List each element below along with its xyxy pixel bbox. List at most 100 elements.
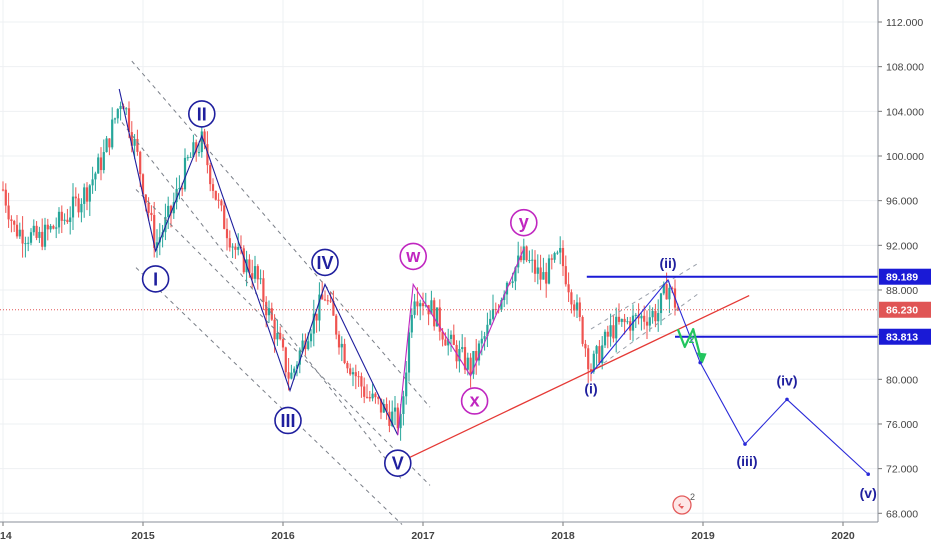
candle-body: [533, 259, 537, 274]
projection-label: (i): [584, 381, 597, 397]
candle-body: [553, 253, 556, 260]
candle-body: [617, 316, 621, 322]
candle-body: [377, 397, 380, 399]
candle-body: [550, 258, 553, 260]
candle-body: [396, 407, 399, 429]
candle-body: [85, 187, 89, 202]
candle-body: [603, 331, 607, 346]
candle-body: [357, 376, 360, 378]
candle-body: [480, 338, 483, 344]
candle-body: [24, 243, 27, 245]
candle-body: [242, 248, 245, 273]
candle-body: [91, 179, 94, 186]
candle-body: [181, 188, 184, 190]
candle-body: [248, 259, 251, 274]
candle-body: [279, 332, 282, 340]
candle-body: [27, 242, 30, 244]
wave-circle: [399, 242, 428, 271]
candle-body: [119, 105, 122, 110]
price-tag-text: 86.230: [886, 305, 918, 317]
event-badge-icon: [672, 495, 692, 515]
candle-body: [186, 157, 189, 159]
wave-label-w: w: [405, 246, 421, 266]
candle-body: [640, 315, 643, 319]
candle-body: [287, 372, 290, 379]
candle-body: [32, 225, 35, 233]
candle-body: [329, 300, 332, 302]
candle-body: [223, 205, 226, 229]
candle-body: [472, 351, 475, 375]
y-tick-label: 100.000: [886, 151, 924, 163]
candle-body: [466, 357, 469, 370]
candle-body: [587, 348, 590, 370]
price-tag-text: 83.813: [886, 332, 918, 344]
candle-body: [323, 299, 327, 301]
small-channel-line: [590, 291, 701, 374]
candle-body: [354, 372, 357, 377]
wave-circle: [383, 449, 412, 477]
candle-body: [461, 347, 464, 350]
candle-body: [60, 211, 63, 221]
candle-body: [601, 345, 604, 364]
candle-body: [265, 301, 268, 316]
candle-body: [452, 334, 455, 345]
candle-body: [648, 317, 651, 326]
candle-body: [351, 372, 355, 375]
candle-body: [88, 185, 91, 202]
y-tick-label: 112.000: [886, 17, 923, 29]
candle-body: [424, 305, 427, 307]
candle-body: [547, 258, 551, 284]
candle-body: [651, 311, 654, 318]
candle-body: [41, 231, 44, 247]
candle-body: [606, 331, 609, 337]
grid: [0, 0, 878, 522]
candle-body: [10, 219, 13, 221]
projection-label: (iv): [777, 372, 798, 388]
candle-body: [80, 203, 83, 213]
candle-body: [74, 196, 77, 199]
candle-body: [315, 313, 318, 321]
candle-body: [419, 303, 422, 307]
candle-body: [97, 157, 100, 174]
candle-body: [581, 317, 584, 344]
green-wave-label: 2: [689, 335, 695, 346]
candle-body: [402, 396, 405, 415]
price-tag-bg: [879, 328, 931, 345]
wave-label-iii: III: [280, 411, 295, 431]
candle-body: [71, 196, 75, 218]
candle-body: [153, 215, 156, 248]
projection-node: [866, 472, 870, 477]
candle-body: [393, 407, 397, 412]
candle-body: [295, 364, 299, 369]
candle-body: [262, 278, 265, 302]
candle-body: [433, 300, 436, 327]
wave-label-i: I: [153, 269, 158, 289]
price-tag: 89.189: [879, 268, 931, 285]
candle-body: [69, 217, 72, 223]
candle-body: [477, 343, 481, 361]
candle-body: [435, 307, 439, 327]
candle-body: [125, 108, 128, 110]
candle-body: [662, 284, 665, 294]
candle-body: [567, 284, 570, 293]
wave-label-ii: II: [197, 104, 207, 124]
candle-body: [405, 372, 408, 397]
candle-body: [15, 224, 19, 237]
candle-body: [256, 266, 259, 280]
candle-body: [237, 246, 240, 250]
price-tag-text: 89.189: [886, 272, 918, 284]
candle-body: [116, 109, 119, 119]
candle-body: [612, 325, 615, 339]
candle-body: [503, 294, 506, 301]
candle-body: [399, 414, 402, 429]
projection-node: [743, 442, 747, 446]
x-axis[interactable]: 14 2015 2016 2017 2018 2019 2020: [0, 521, 878, 542]
candle-body: [111, 119, 114, 148]
candle-body: [665, 284, 668, 300]
candle-body: [144, 194, 147, 203]
candle-body: [657, 313, 660, 322]
price-tag-bg: [879, 268, 931, 285]
candle-body: [575, 302, 579, 311]
correction-wave-path: [397, 248, 525, 436]
